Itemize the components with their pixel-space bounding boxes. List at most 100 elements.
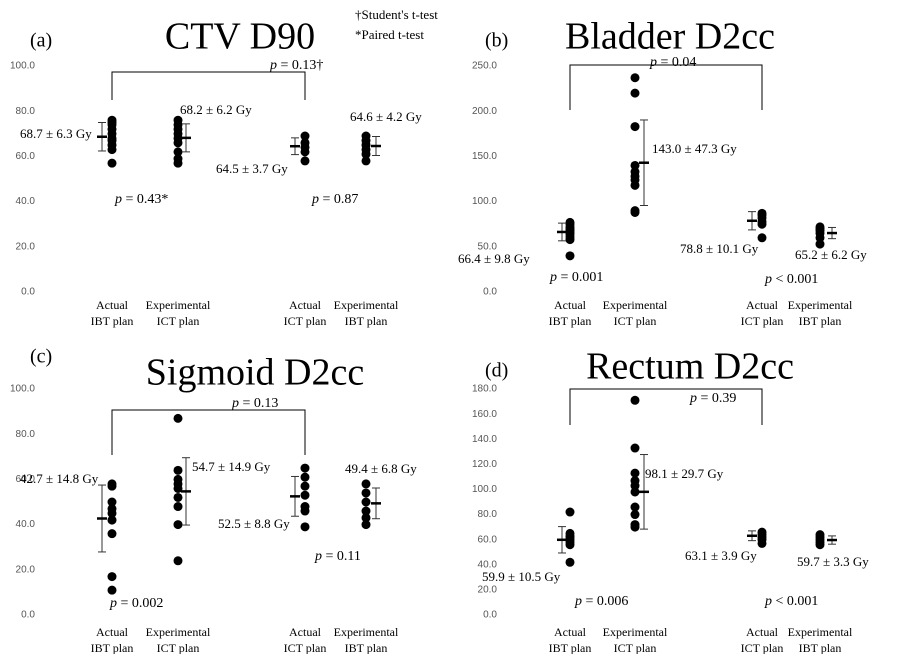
category-label: IBT plan	[799, 641, 842, 654]
y-tick-label: 50.0	[478, 241, 498, 252]
mean-label: 54.7 ± 14.9 Gy	[192, 459, 271, 474]
category-label: IBT plan	[549, 641, 592, 654]
category-label: IBT plan	[799, 314, 842, 328]
data-point	[173, 556, 183, 566]
panel-letter: (b)	[485, 30, 508, 52]
data-point	[173, 154, 183, 164]
category-label: Actual	[554, 298, 587, 312]
y-tick-label: 0.0	[21, 610, 35, 621]
category-label: ICT plan	[741, 314, 784, 328]
data-point	[815, 530, 825, 540]
category-label: IBT plan	[91, 314, 134, 328]
y-tick-label: 0.0	[483, 287, 497, 298]
data-point	[107, 585, 117, 595]
panel-letter: (a)	[30, 30, 52, 52]
bracket-label: p = 0.39	[689, 391, 736, 406]
data-point	[565, 557, 575, 567]
data-point	[815, 239, 825, 249]
mean-label: 78.8 ± 10.1 Gy	[680, 241, 759, 256]
data-point	[107, 158, 117, 168]
category-label: Actual	[96, 298, 129, 312]
data-point	[757, 208, 767, 218]
panel-title: Sigmoid D2cc	[146, 352, 364, 394]
p-value: p = 0.43*	[114, 192, 168, 207]
mean-label: 42.7 ± 14.8 Gy	[20, 471, 99, 486]
y-tick-label: 40.0	[478, 559, 498, 570]
data-point	[300, 522, 310, 532]
panel-letter: (c)	[30, 346, 52, 368]
data-point	[630, 160, 640, 170]
data-point	[361, 520, 371, 530]
y-tick-label: 160.0	[472, 409, 497, 420]
data-point	[630, 443, 640, 453]
data-point	[300, 156, 310, 166]
data-point	[630, 487, 640, 497]
y-tick-label: 20.0	[478, 585, 498, 596]
mean-label: 66.4 ± 9.8 Gy	[458, 251, 530, 266]
bracket	[111, 409, 306, 455]
category-label: ICT plan	[157, 314, 200, 328]
mean-label: 65.2 ± 6.2 Gy	[795, 247, 867, 262]
data-point	[107, 572, 117, 582]
y-tick-label: 80.0	[16, 106, 36, 117]
category-label: Experimental	[146, 298, 211, 312]
panel-title: Bladder D2cc	[565, 16, 775, 58]
mean-label: 59.7 ± 3.3 Gy	[797, 554, 869, 569]
data-point	[173, 520, 183, 530]
category-label: IBT plan	[91, 641, 134, 654]
data-point	[361, 479, 371, 489]
y-tick-label: 0.0	[483, 610, 497, 621]
mean-label: 49.4 ± 6.8 Gy	[345, 461, 417, 476]
data-point	[361, 131, 371, 141]
y-tick-label: 0.0	[21, 287, 35, 298]
category-label: ICT plan	[284, 314, 327, 328]
category-label: Actual	[96, 625, 129, 639]
bracket-label: p = 0.04	[649, 55, 696, 70]
data-point	[361, 513, 371, 523]
p-value: p < 0.001	[764, 272, 818, 287]
category-label: Experimental	[334, 625, 399, 639]
data-point	[361, 506, 371, 516]
p-value: p = 0.001	[549, 270, 603, 285]
data-point	[107, 115, 117, 125]
y-tick-label: 180.0	[472, 384, 497, 395]
panel-title: Rectum D2cc	[586, 346, 794, 388]
data-point	[173, 492, 183, 502]
y-tick-label: 140.0	[472, 434, 497, 445]
mean-label: 64.6 ± 4.2 Gy	[350, 109, 422, 124]
data-point	[630, 395, 640, 405]
p-value: p = 0.87	[311, 192, 358, 207]
y-tick-label: 80.0	[16, 429, 36, 440]
footnote: †Student's t-test	[355, 7, 438, 22]
mean-label: 98.1 ± 29.7 Gy	[645, 466, 724, 481]
category-label: Actual	[746, 625, 779, 639]
mean-label: 143.0 ± 47.3 Gy	[652, 141, 737, 156]
y-tick-label: 20.0	[16, 564, 36, 575]
category-label: Experimental	[334, 298, 399, 312]
bracket	[111, 71, 306, 100]
data-point	[107, 497, 117, 507]
mean-label: 63.1 ± 3.9 Gy	[685, 548, 757, 563]
category-label: Actual	[289, 298, 322, 312]
category-label: Actual	[746, 298, 779, 312]
y-tick-label: 100.0	[10, 61, 35, 72]
category-label: ICT plan	[284, 641, 327, 654]
y-tick-label: 60.0	[16, 474, 36, 485]
data-point	[173, 474, 183, 484]
data-point	[361, 497, 371, 507]
y-tick-label: 20.0	[16, 241, 36, 252]
y-tick-label: 120.0	[472, 459, 497, 470]
data-point	[107, 529, 117, 539]
category-label: Experimental	[788, 625, 853, 639]
bracket-label: p = 0.13†	[269, 58, 323, 73]
data-point	[361, 488, 371, 498]
data-point	[815, 222, 825, 232]
y-tick-label: 80.0	[478, 509, 498, 520]
mean-label: 64.5 ± 3.7 Gy	[216, 161, 288, 176]
data-point	[630, 510, 640, 520]
data-point	[173, 502, 183, 512]
data-point	[107, 504, 117, 514]
data-point	[173, 115, 183, 125]
category-label: Experimental	[788, 298, 853, 312]
data-point	[565, 528, 575, 538]
